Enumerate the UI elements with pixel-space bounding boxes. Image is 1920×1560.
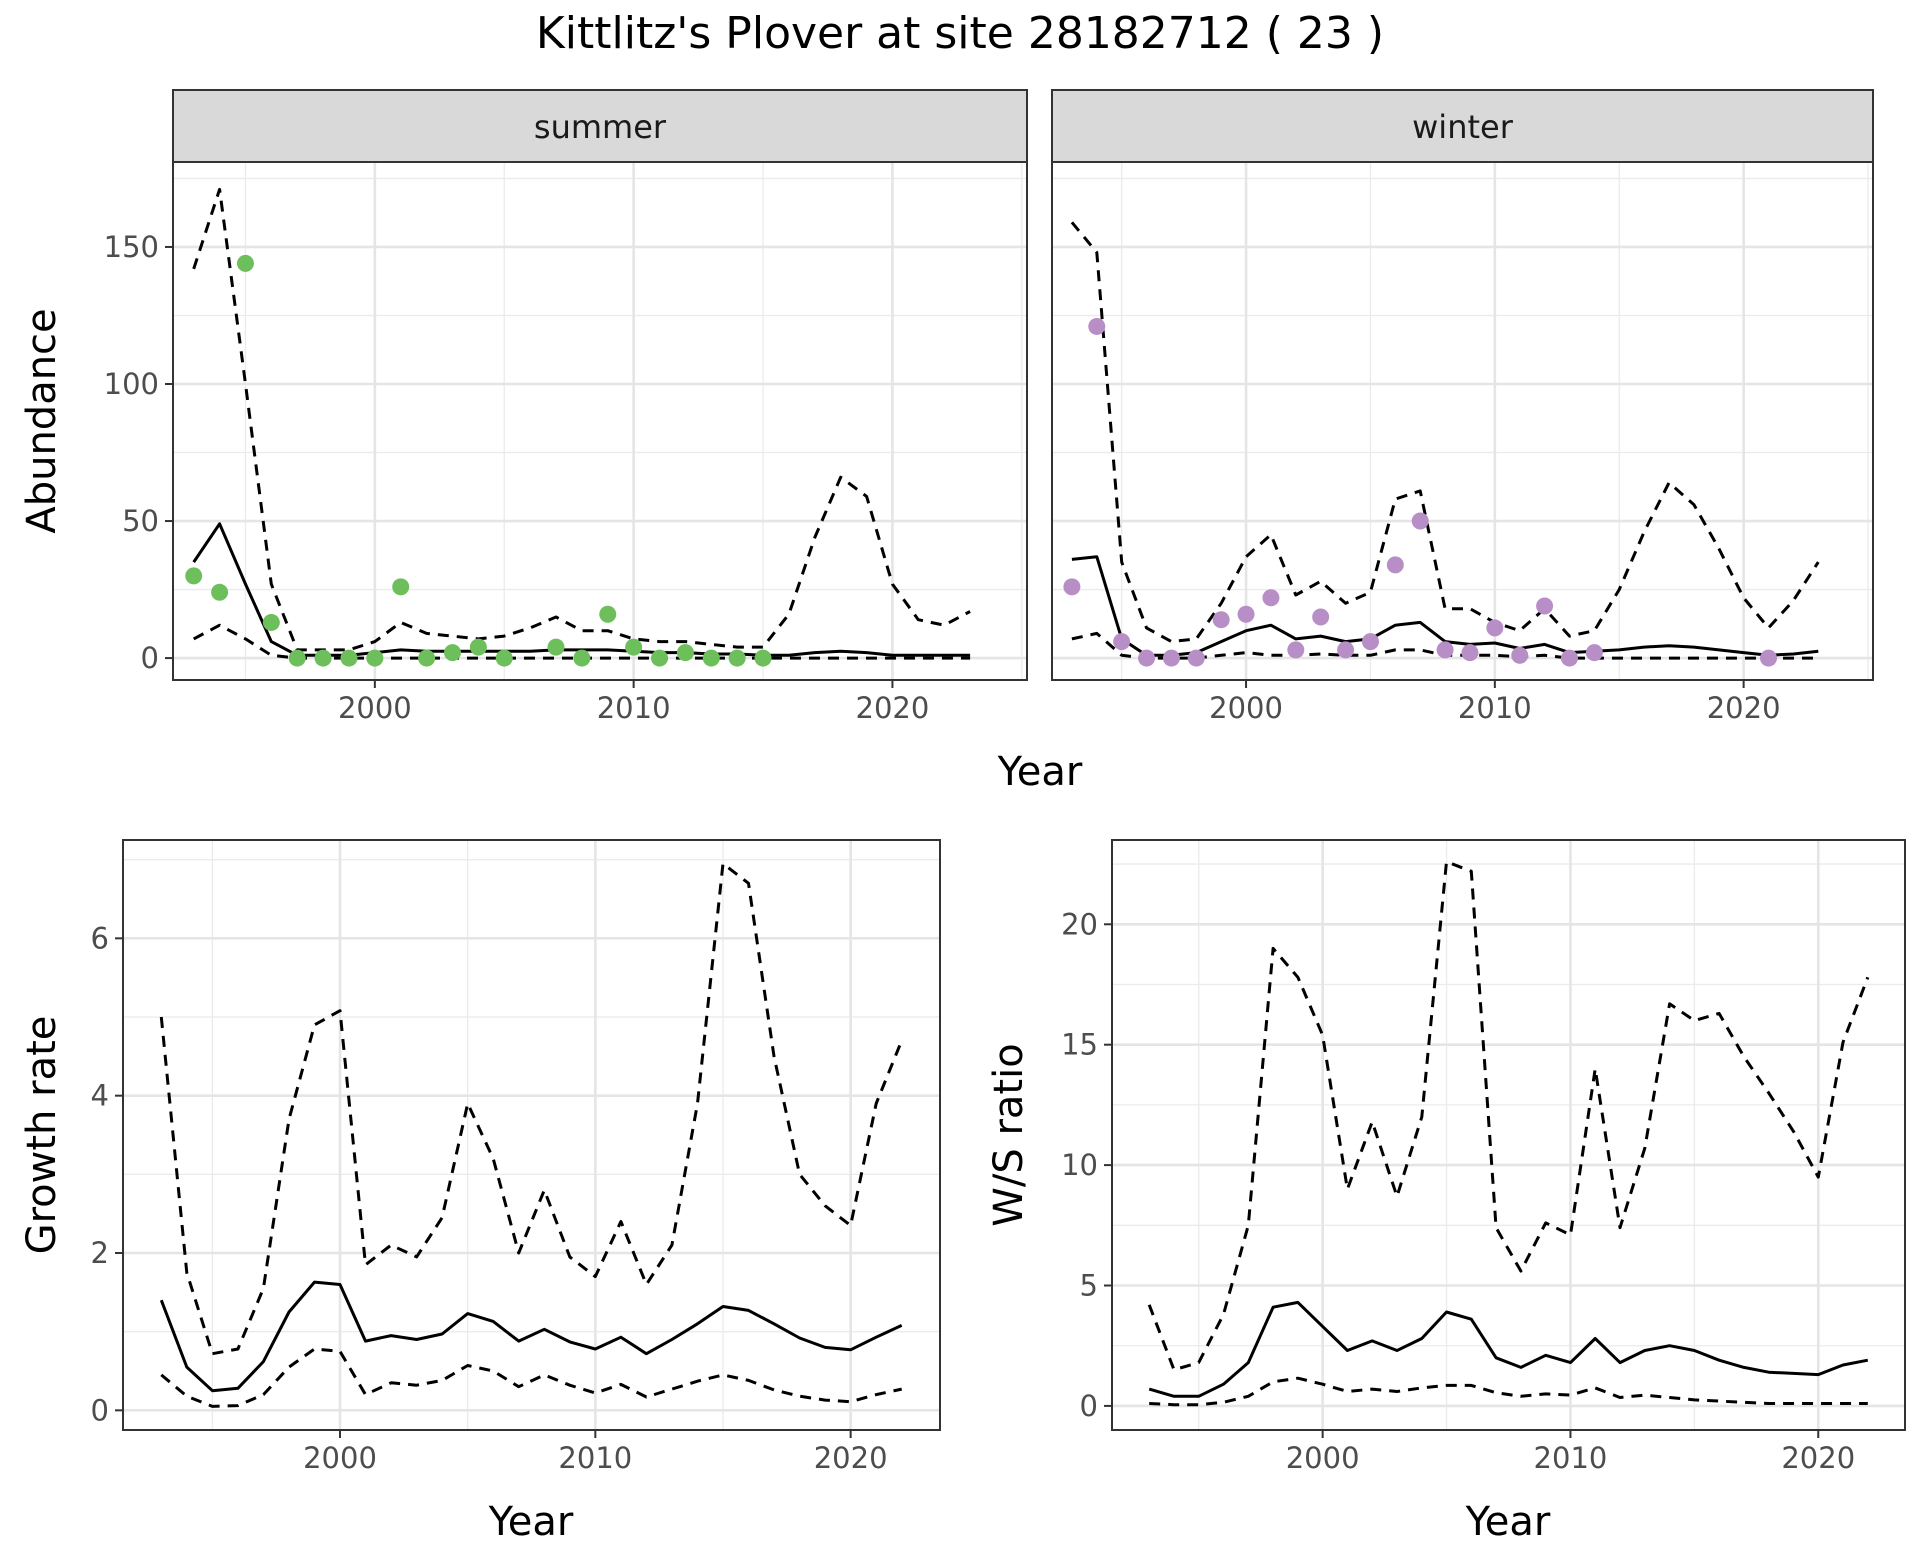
abundance-summer-panel xyxy=(165,89,1028,688)
data-point xyxy=(1361,633,1379,651)
y-tick-label: 0 xyxy=(141,641,159,675)
x-tick-label: 2010 xyxy=(1534,1441,1608,1475)
data-point xyxy=(495,649,513,667)
data-point xyxy=(262,613,280,631)
x-tick-label: 2000 xyxy=(303,1441,377,1475)
data-point xyxy=(1162,649,1180,667)
data-point xyxy=(1063,578,1081,596)
data-point xyxy=(676,644,694,662)
x-tick-label: 2010 xyxy=(1458,691,1532,725)
data-point xyxy=(443,644,461,662)
data-point xyxy=(392,578,410,596)
y-tick-label: 2 xyxy=(91,1236,109,1270)
abundance-x-axis-title: Year xyxy=(997,749,1083,795)
y-tick-label: 0 xyxy=(91,1393,109,1427)
strip-box xyxy=(1051,89,1874,163)
data-point xyxy=(599,605,617,623)
growth-y-axis-title: Growth rate xyxy=(19,1016,65,1255)
y-tick-label: 50 xyxy=(122,504,159,538)
data-point xyxy=(1461,644,1479,662)
data-point xyxy=(1138,649,1156,667)
y-tick-label: 10 xyxy=(1061,1148,1098,1182)
strip-box xyxy=(172,89,1028,163)
strip-label-winter: winter xyxy=(1412,108,1514,146)
data-point xyxy=(625,638,643,656)
data-point xyxy=(185,567,203,585)
data-point xyxy=(288,649,306,667)
trend-line-0 xyxy=(1148,1300,1869,1398)
y-tick-label: 0 xyxy=(1080,1389,1098,1423)
interval-line-1 xyxy=(159,862,904,1356)
x-tick-label: 2000 xyxy=(1286,1441,1360,1475)
abundance-winter-panel xyxy=(1051,89,1874,688)
y-tick-label: 100 xyxy=(104,367,159,401)
x-tick-label: 2000 xyxy=(338,691,412,725)
x-tick-label: 2020 xyxy=(856,691,930,725)
strip-label-summer: summer xyxy=(534,108,667,146)
data-point xyxy=(1287,641,1305,659)
data-point xyxy=(547,638,565,656)
data-point xyxy=(1585,644,1603,662)
x-tick-label: 2020 xyxy=(1707,691,1781,725)
data-point xyxy=(236,254,254,272)
ws-ratio-panel xyxy=(1104,839,1906,1438)
data-point xyxy=(702,649,720,667)
panel-border xyxy=(122,839,941,1431)
x-tick-label: 2020 xyxy=(814,1441,888,1475)
x-tick-label: 2020 xyxy=(1781,1441,1855,1475)
data-point xyxy=(1511,646,1529,664)
data-point xyxy=(754,649,772,667)
y-tick-label: 20 xyxy=(1061,907,1098,941)
data-point xyxy=(366,649,384,667)
y-tick-label: 5 xyxy=(1080,1269,1098,1303)
y-tick-label: 150 xyxy=(104,230,159,264)
data-point xyxy=(1262,589,1280,607)
data-point xyxy=(1337,641,1355,659)
interval-line-2 xyxy=(160,1347,903,1408)
data-point xyxy=(1088,317,1106,335)
data-point xyxy=(1560,649,1578,667)
figure-title: Kittlitz's Plover at site 28182712 ( 23 … xyxy=(536,8,1384,59)
panel-border xyxy=(1051,161,1874,681)
y-tick-label: 6 xyxy=(91,921,109,955)
ws-x-axis-title: Year xyxy=(1465,1499,1551,1545)
data-point xyxy=(1760,649,1778,667)
interval-line-1 xyxy=(192,187,971,652)
data-point xyxy=(1386,556,1404,574)
data-point xyxy=(314,649,332,667)
data-point xyxy=(1536,597,1554,615)
data-point xyxy=(1312,608,1330,626)
growth-x-axis-title: Year xyxy=(488,1499,574,1545)
data-point xyxy=(1212,611,1230,629)
abundance-y-axis-title: Abundance xyxy=(19,308,65,533)
trend-line-0 xyxy=(159,1280,903,1393)
y-tick-label: 4 xyxy=(91,1079,109,1113)
interval-line-1 xyxy=(1070,221,1820,644)
interval-line-2 xyxy=(1149,1376,1868,1407)
data-point xyxy=(1237,605,1255,623)
data-point xyxy=(340,649,358,667)
data-point xyxy=(651,649,669,667)
x-tick-label: 2010 xyxy=(597,691,671,725)
growth-rate-panel xyxy=(115,839,941,1438)
data-point xyxy=(418,649,436,667)
y-tick-label: 15 xyxy=(1061,1028,1098,1062)
data-point xyxy=(469,638,487,656)
x-tick-label: 2010 xyxy=(558,1441,632,1475)
data-point xyxy=(1436,641,1454,659)
x-tick-label: 2000 xyxy=(1209,691,1283,725)
data-point xyxy=(728,649,746,667)
data-point xyxy=(1113,633,1131,651)
data-point xyxy=(211,583,229,601)
interval-line-1 xyxy=(1147,860,1870,1372)
data-point xyxy=(1486,619,1504,637)
data-point xyxy=(573,649,591,667)
panel-border xyxy=(1111,839,1906,1431)
data-point xyxy=(1187,649,1205,667)
data-point xyxy=(1411,512,1429,530)
panel-border xyxy=(172,161,1028,681)
ws-y-axis-title: W/S ratio xyxy=(986,1043,1032,1226)
